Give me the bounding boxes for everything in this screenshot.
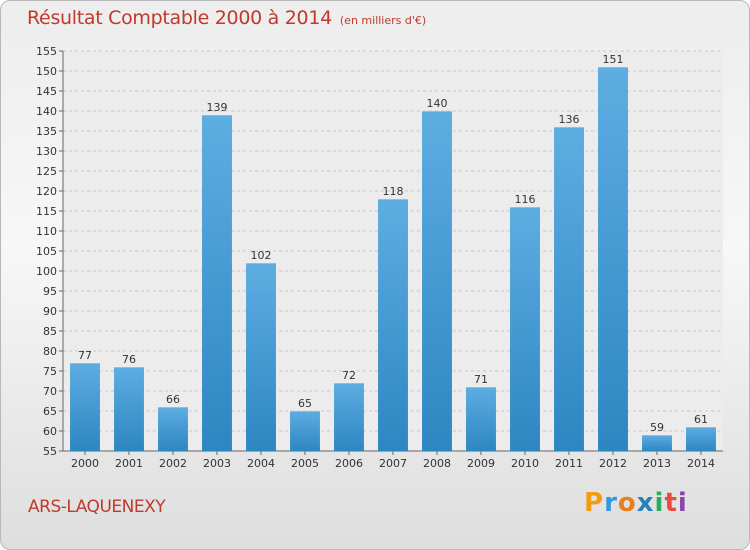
value-label: 151: [603, 53, 624, 66]
y-tick-label: 55: [43, 445, 57, 458]
value-label: 66: [166, 393, 180, 406]
x-tick-label: 2003: [203, 457, 231, 470]
y-tick-label: 100: [36, 265, 57, 278]
bar-2010: [510, 207, 540, 451]
value-label: 76: [122, 353, 136, 366]
x-tick-label: 2002: [159, 457, 187, 470]
bar-2007: [378, 199, 408, 451]
y-tick-label: 150: [36, 65, 57, 78]
y-tick-label: 105: [36, 245, 57, 258]
chart-title: Résultat Comptable 2000 à 2014 (en millie…: [27, 7, 426, 29]
value-label: 61: [694, 413, 708, 426]
bar-2000: [70, 363, 100, 451]
bar-2006: [334, 383, 364, 451]
place-name: ARS-LAQUENEXY: [28, 497, 166, 517]
y-tick-label: 145: [36, 85, 57, 98]
y-tick-label: 135: [36, 125, 57, 138]
value-label: 72: [342, 369, 356, 382]
value-label: 65: [298, 397, 312, 410]
bar-2005: [290, 411, 320, 451]
y-tick-label: 95: [43, 285, 57, 298]
value-label: 116: [515, 193, 536, 206]
bar-2004: [246, 263, 276, 451]
y-tick-label: 130: [36, 145, 57, 158]
y-tick-label: 140: [36, 105, 57, 118]
bar-2008: [422, 111, 452, 451]
bar-2003: [202, 115, 232, 451]
y-tick-label: 110: [36, 225, 57, 238]
x-tick-label: 2008: [423, 457, 451, 470]
y-tick-label: 120: [36, 185, 57, 198]
y-tick-label: 60: [43, 425, 57, 438]
x-tick-label: 2000: [71, 457, 99, 470]
y-tick-label: 80: [43, 345, 57, 358]
x-tick-label: 2010: [511, 457, 539, 470]
x-tick-label: 2011: [555, 457, 583, 470]
value-label: 77: [78, 349, 92, 362]
y-tick-label: 90: [43, 305, 57, 318]
bar-2001: [114, 367, 144, 451]
value-label: 136: [559, 113, 580, 126]
title-text: Résultat Comptable 2000 à 2014: [27, 7, 332, 29]
value-label: 102: [251, 249, 272, 262]
y-tick-label: 125: [36, 165, 57, 178]
x-tick-label: 2014: [687, 457, 715, 470]
x-tick-label: 2001: [115, 457, 143, 470]
y-tick-label: 70: [43, 385, 57, 398]
x-tick-label: 2013: [643, 457, 671, 470]
bar-2002: [158, 407, 188, 451]
bar-2012: [598, 67, 628, 451]
value-label: 140: [427, 97, 448, 110]
x-tick-label: 2004: [247, 457, 275, 470]
bar-2013: [642, 435, 672, 451]
value-label: 59: [650, 421, 664, 434]
proxiti-logo: Proxiti: [584, 488, 688, 518]
y-tick-label: 75: [43, 365, 57, 378]
bar-2011: [554, 127, 584, 451]
value-label: 139: [207, 101, 228, 114]
x-tick-label: 2009: [467, 457, 495, 470]
value-label: 71: [474, 373, 488, 386]
x-tick-label: 2006: [335, 457, 363, 470]
y-tick-label: 155: [36, 45, 57, 58]
y-tick-label: 85: [43, 325, 57, 338]
bar-2009: [466, 387, 496, 451]
x-tick-label: 2005: [291, 457, 319, 470]
title-unit: (en milliers d'€): [339, 14, 427, 27]
value-label: 118: [383, 185, 404, 198]
bar-2014: [686, 427, 716, 451]
y-tick-label: 65: [43, 405, 57, 418]
x-tick-label: 2007: [379, 457, 407, 470]
x-tick-label: 2012: [599, 457, 627, 470]
y-tick-label: 115: [36, 205, 57, 218]
